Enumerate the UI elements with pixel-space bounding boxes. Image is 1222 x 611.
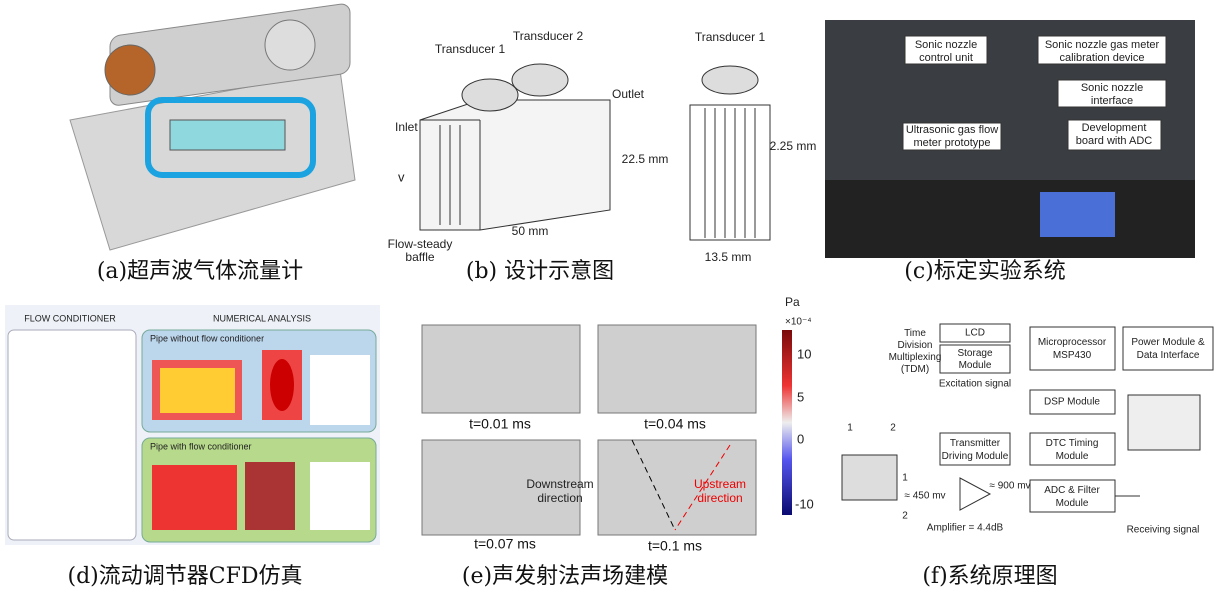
label: ×10⁻⁴ bbox=[785, 317, 812, 328]
label: Receiving signal bbox=[1127, 525, 1200, 536]
label-line: Power Module & bbox=[1131, 337, 1205, 348]
label: 1 bbox=[847, 423, 853, 434]
label: 10 bbox=[797, 346, 811, 361]
label-line: direction bbox=[697, 491, 742, 505]
label: Sonic nozzle interface bbox=[1081, 82, 1143, 107]
label: Pipe with flow conditioner bbox=[150, 441, 252, 451]
caption: (b) 设计示意图 bbox=[466, 259, 614, 284]
label: -10 bbox=[795, 496, 814, 511]
label-line: Module bbox=[1056, 498, 1089, 509]
label: Power Module & Data Interface bbox=[1131, 337, 1205, 361]
caption: (f)系统原理图 bbox=[922, 564, 1057, 589]
label: NUMERICAL ANALYSIS bbox=[213, 313, 311, 323]
panel-b-art bbox=[419, 63, 771, 241]
label: 2 bbox=[890, 423, 896, 434]
label-line: board with ADC bbox=[1076, 135, 1152, 147]
label: Flow-steady baffle bbox=[388, 237, 453, 264]
label-line: Ultrasonic gas flow bbox=[906, 124, 998, 136]
label-line: meter prototype bbox=[913, 137, 990, 149]
label-line: Multiplexing bbox=[889, 352, 942, 363]
label-line: (TDM) bbox=[901, 364, 929, 375]
label-line: Module bbox=[1056, 451, 1089, 462]
label: 2 bbox=[902, 511, 908, 522]
label: 13.5 mm bbox=[705, 250, 752, 264]
label: LCD bbox=[965, 328, 985, 339]
label-line: interface bbox=[1091, 95, 1133, 107]
label: Excitation signal bbox=[939, 379, 1011, 390]
label: Microprocessor MSP430 bbox=[1038, 337, 1107, 361]
label: v bbox=[398, 169, 405, 184]
panel-f-art bbox=[841, 323, 1214, 513]
label: 2.25 mm bbox=[770, 139, 817, 153]
label-line: Upstream bbox=[694, 477, 746, 491]
label: 5 bbox=[797, 389, 804, 404]
label: Pipe without flow conditioner bbox=[150, 333, 264, 343]
label: Downstream direction bbox=[526, 477, 593, 505]
label: Inlet bbox=[395, 120, 418, 134]
panel-c-art bbox=[825, 20, 1195, 258]
label-line: direction bbox=[537, 491, 582, 505]
label: Transducer 2 bbox=[513, 29, 584, 43]
label: Storage Module bbox=[957, 348, 992, 371]
label: Sonic nozzle control unit bbox=[915, 39, 977, 64]
label: DTC Timing Module bbox=[1046, 438, 1099, 462]
label: DSP Module bbox=[1044, 397, 1100, 408]
label: t=0.1 ms bbox=[648, 538, 702, 554]
label: ≈ 900 mv bbox=[989, 481, 1030, 492]
label: Sonic nozzle gas meter calibration device bbox=[1045, 39, 1160, 64]
label-line: Flow-steady bbox=[388, 237, 453, 251]
label-line: MSP430 bbox=[1053, 350, 1092, 361]
label: 22.5 mm bbox=[622, 152, 669, 166]
label-line: Sonic nozzle bbox=[915, 39, 977, 51]
label-line: Storage bbox=[957, 348, 992, 359]
label: Outlet bbox=[612, 87, 645, 101]
label-line: ADC & Filter bbox=[1044, 485, 1100, 496]
caption: (c)标定实验系统 bbox=[904, 259, 1066, 284]
label-line: Data Interface bbox=[1137, 350, 1200, 361]
label: Transducer 1 bbox=[435, 42, 506, 56]
label-line: Transmitter bbox=[950, 438, 1001, 449]
label-line: Downstream bbox=[526, 477, 593, 491]
label-line: Module bbox=[959, 360, 992, 371]
label: Time Division Multiplexing (TDM) bbox=[889, 328, 942, 375]
panel-e-art bbox=[421, 324, 792, 536]
label: Pa bbox=[785, 295, 800, 309]
label-line: Microprocessor bbox=[1038, 337, 1107, 348]
label-line: Development bbox=[1082, 122, 1147, 134]
label: 1 bbox=[902, 473, 908, 484]
label: 50 mm bbox=[512, 224, 549, 238]
label: t=0.04 ms bbox=[644, 416, 706, 432]
label: Transmitter Driving Module bbox=[942, 438, 1009, 462]
label: Ultrasonic gas flow meter prototype bbox=[906, 124, 998, 149]
label: 0 bbox=[797, 431, 804, 446]
label: Transducer 1 bbox=[695, 30, 766, 44]
label: Upstream direction bbox=[694, 477, 746, 505]
label-line: Driving Module bbox=[942, 451, 1009, 462]
label: FLOW CONDITIONER bbox=[24, 313, 116, 323]
label: ≈ 450 mv bbox=[904, 491, 945, 502]
label-line: baffle bbox=[405, 250, 434, 264]
label-line: calibration device bbox=[1060, 52, 1145, 64]
label-line: control unit bbox=[919, 52, 973, 64]
label-line: DTC Timing bbox=[1046, 438, 1099, 449]
label: t=0.01 ms bbox=[469, 416, 531, 432]
label: Development board with ADC bbox=[1076, 122, 1152, 147]
caption: (a)超声波气体流量计 bbox=[97, 259, 303, 284]
caption: (d)流动调节器CFD仿真 bbox=[68, 564, 303, 589]
label-line: Sonic nozzle bbox=[1081, 82, 1143, 94]
label-line: Sonic nozzle gas meter bbox=[1045, 39, 1160, 51]
label: t=0.07 ms bbox=[474, 536, 536, 552]
label-line: Division bbox=[897, 340, 932, 351]
label: Amplifier = 4.4dB bbox=[927, 523, 1004, 534]
label-line: Time bbox=[904, 328, 926, 339]
panel-d-art bbox=[5, 305, 380, 545]
panel-a-art bbox=[69, 3, 356, 251]
caption: (e)声发射法声场建模 bbox=[462, 564, 668, 589]
label: ADC & Filter Module bbox=[1044, 485, 1100, 509]
